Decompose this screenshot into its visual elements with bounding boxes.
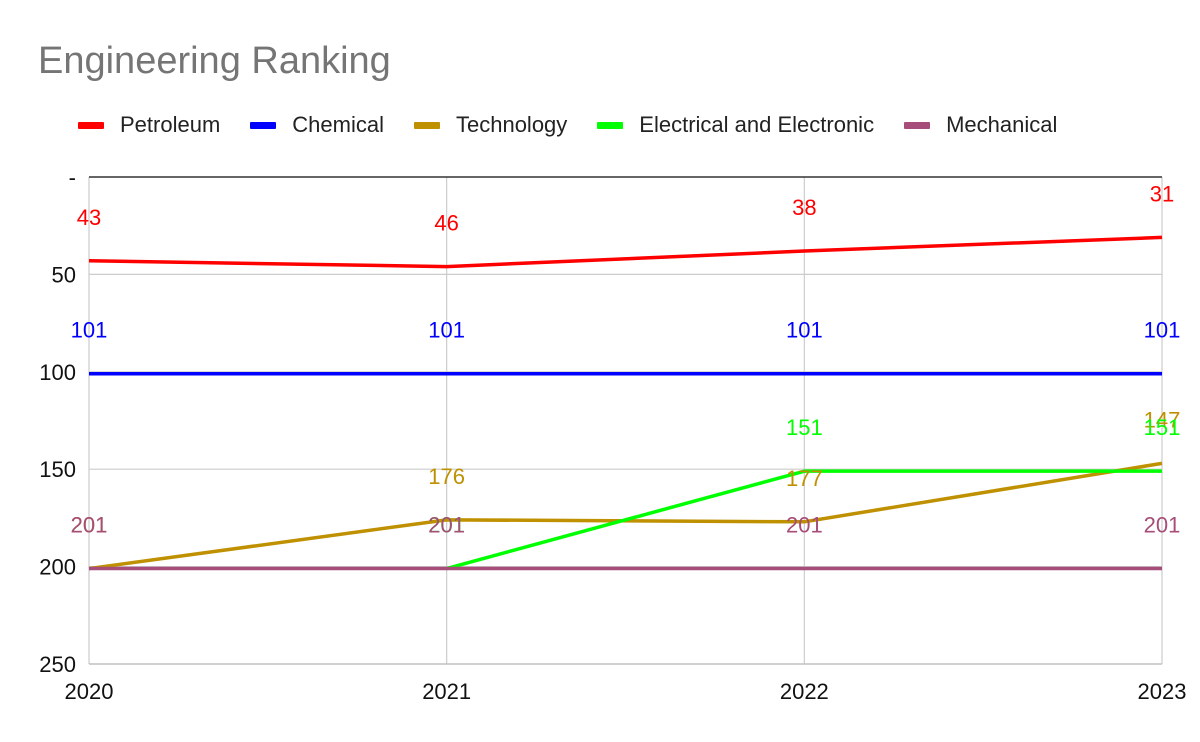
chart-title: Engineering Ranking: [38, 40, 391, 82]
legend-swatch: [904, 121, 931, 129]
data-label: 151: [1144, 415, 1181, 440]
data-label: 201: [71, 513, 108, 538]
data-label: 101: [1144, 318, 1181, 343]
y-tick-label: 200: [39, 555, 76, 580]
data-label: 31: [1150, 181, 1174, 206]
series-line: [88, 461, 1163, 571]
legend-label: Petroleum: [120, 112, 221, 137]
data-label: 101: [428, 318, 465, 343]
legend: Petroleum Chemical Technology Electrical an…: [78, 112, 1087, 138]
data-label: 101: [71, 318, 108, 343]
legend-label: Technology: [455, 112, 568, 137]
data-label: 201: [428, 513, 465, 538]
x-tick-label: 2022: [780, 679, 829, 704]
data-label: 176: [428, 464, 465, 489]
data-label: 177: [786, 466, 823, 491]
series-line: [88, 235, 1163, 269]
x-tick-label: 2020: [65, 679, 114, 704]
y-tick-label: 50: [52, 262, 76, 287]
data-label: 201: [1144, 513, 1181, 538]
series-line: [446, 469, 1162, 571]
legend-swatch: [413, 121, 440, 129]
series-lines: [88, 235, 1163, 571]
grid: [88, 177, 1163, 665]
legend-item: Electrical and Electronic: [597, 112, 874, 138]
data-label: 151: [786, 415, 823, 440]
legend-item: Chemical: [250, 112, 384, 138]
data-label: 201: [71, 513, 108, 538]
legend-item: Mechanical: [904, 112, 1057, 138]
data-label: 201: [786, 513, 823, 538]
legend-label: Mechanical: [946, 112, 1058, 137]
data-label: 43: [77, 205, 101, 230]
data-label: 101: [786, 318, 823, 343]
data-label: 201: [428, 513, 465, 538]
legend-swatch: [250, 121, 277, 129]
data-label: 38: [792, 195, 816, 220]
y-tick-label: 150: [39, 457, 76, 482]
data-label: 147: [1144, 407, 1181, 432]
y-tick-label: 100: [39, 360, 76, 385]
y-tick-label: -: [69, 165, 76, 190]
legend-swatch: [78, 121, 104, 129]
legend-item: Technology: [413, 112, 568, 138]
y-tick-label: 250: [39, 652, 76, 677]
legend-label: Electrical and Electronic: [639, 112, 875, 137]
legend-item: Petroleum: [78, 112, 220, 138]
x-tick-label: 2023: [1138, 679, 1187, 704]
legend-label: Chemical: [292, 112, 384, 137]
x-tick-label: 2021: [422, 679, 471, 704]
data-labels: 43 46 38 31 101 101 101 101 201 176 177 147 201 151 15…: [71, 181, 1181, 537]
legend-swatch: [597, 121, 624, 129]
data-label: 46: [434, 211, 458, 236]
